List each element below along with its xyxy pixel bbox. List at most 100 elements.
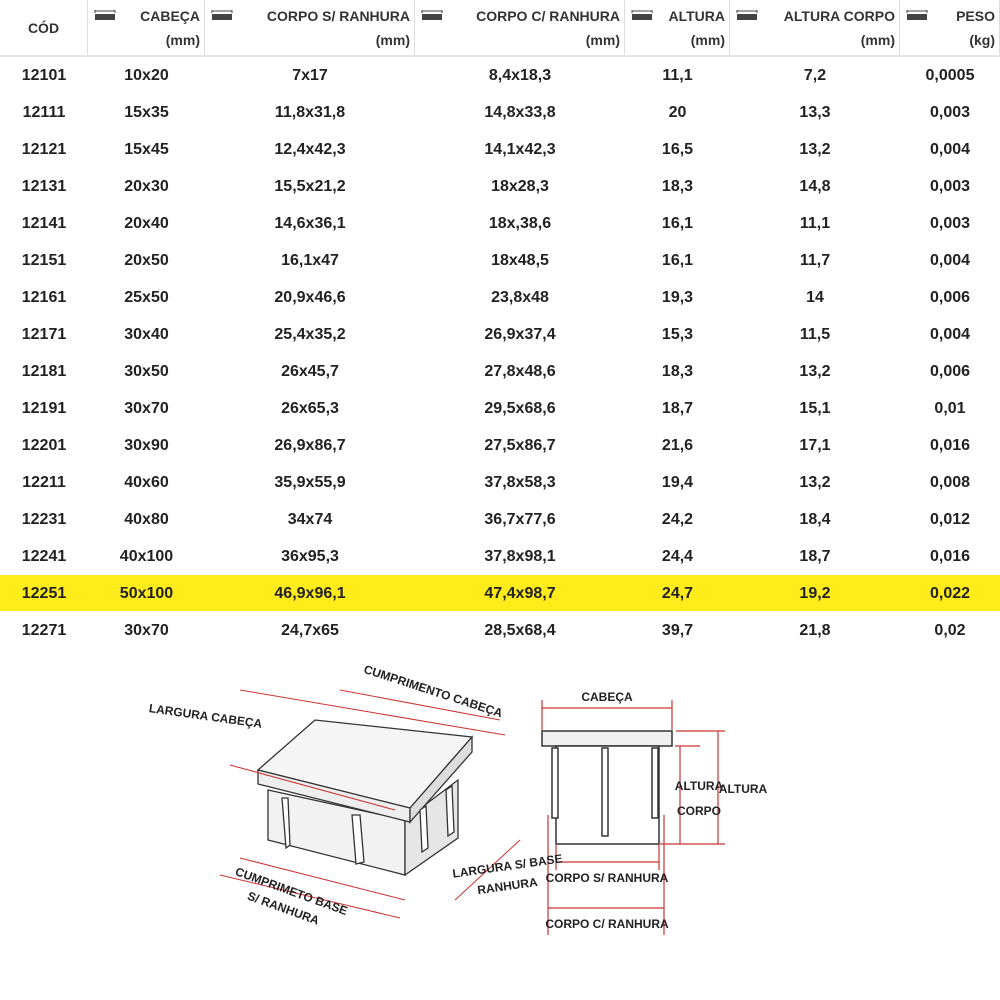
header-title: CABEÇA <box>140 8 200 24</box>
table-cell: 29,5x68,6 <box>484 400 556 417</box>
table-cell: 0,004 <box>929 326 971 343</box>
table-cell: 30x90 <box>124 437 169 454</box>
table-cell: 39,7 <box>661 622 694 639</box>
table-cell: 13,2 <box>799 141 831 158</box>
label: CORPO C/ RANHURA <box>545 917 669 931</box>
table-cell: 36,7x77,6 <box>484 511 556 528</box>
label: ALTURA <box>675 779 724 793</box>
label: RANHURA <box>476 875 538 897</box>
table-cell: 19,4 <box>661 474 694 491</box>
table-cell: 19,2 <box>799 585 831 602</box>
header-unit: (mm) <box>860 32 895 48</box>
ruler-icon <box>631 10 653 20</box>
table-cell: 40x60 <box>124 474 169 491</box>
column-header: PESO (kg) <box>900 0 1000 55</box>
header-title: PESO <box>956 8 995 24</box>
table-cell: 20x30 <box>124 178 169 195</box>
table-cell: 13,2 <box>799 474 831 491</box>
table-cell: 36x95,3 <box>281 548 339 565</box>
table-cell: 17,1 <box>799 437 831 454</box>
table-cell: 18,3 <box>661 178 694 195</box>
table-cell: 12251 <box>21 585 67 602</box>
header-unit: (mm) <box>585 32 620 48</box>
label: CUMPRIMENTO CABEÇA <box>362 662 505 720</box>
label: CORPO S/ RANHURA <box>546 871 669 885</box>
ruler-icon <box>421 10 443 20</box>
table-cell: 20x40 <box>124 215 169 232</box>
header-unit: (mm) <box>375 32 410 48</box>
table-cell: 12191 <box>21 400 67 417</box>
table-cell: 21,8 <box>799 622 831 639</box>
section-cap <box>541 730 673 845</box>
table-cell: 40x100 <box>119 548 174 565</box>
table-cell: 20x50 <box>124 252 169 269</box>
table-cell: 11,5 <box>799 326 831 343</box>
label: CABEÇA <box>581 690 633 704</box>
table-cell: 12211 <box>22 474 66 491</box>
label: CORPO <box>677 804 721 818</box>
table-cell: 11,7 <box>799 252 831 269</box>
table-cell: 27,5x86,7 <box>484 437 556 454</box>
table-cell: 14,8x33,8 <box>484 104 556 121</box>
table-cell: 40x80 <box>124 511 169 528</box>
table-cell: 12131 <box>21 178 67 195</box>
ruler-icon <box>94 10 116 20</box>
table-cell: 0,004 <box>929 141 971 158</box>
table-cell: 34x74 <box>287 511 333 528</box>
highlight-row <box>0 575 1000 611</box>
table-cell: 0,016 <box>929 548 971 565</box>
table-cell: 28,5x68,4 <box>484 622 556 639</box>
table-cell: 20,9x46,6 <box>274 289 346 306</box>
table-cell: 37,8x58,3 <box>484 474 556 491</box>
table-cell: 30x70 <box>124 622 169 639</box>
table-cell: 0,008 <box>929 474 971 491</box>
table-cell: 12241 <box>21 548 67 565</box>
table-cell: 30x40 <box>124 326 169 343</box>
table-cell: 14 <box>806 289 824 306</box>
table-cell: 12181 <box>21 363 67 380</box>
table-cell: 18,7 <box>661 400 694 417</box>
header-title: ALTURA <box>668 8 725 24</box>
table-cell: 0,022 <box>929 585 971 602</box>
table-cell: 15x45 <box>124 141 169 158</box>
table-cell: 12271 <box>21 622 67 639</box>
table-cell: 24,2 <box>661 511 694 528</box>
header-title: CORPO C/ RANHURA <box>476 8 620 24</box>
header-unit: (kg) <box>969 32 995 48</box>
table-cell: 21,6 <box>661 437 694 454</box>
table-cell: 16,1 <box>661 215 694 232</box>
table-cell: 26x65,3 <box>281 400 339 417</box>
section-dimension-lines <box>541 700 725 935</box>
table-cell: 12171 <box>21 326 67 343</box>
table-cell: 26,9x86,7 <box>274 437 346 454</box>
ruler-icon <box>906 10 928 20</box>
table-cell: 0,003 <box>929 215 971 232</box>
header-unit: (mm) <box>165 32 200 48</box>
table-cell: 35,9x55,9 <box>274 474 346 491</box>
column-header: CÓD <box>0 0 88 55</box>
header-unit: (mm) <box>690 32 725 48</box>
table-cell: 0,012 <box>929 511 971 528</box>
table-cell: 15x35 <box>124 104 169 121</box>
table-cell: 15,3 <box>661 326 694 343</box>
table-cell: 0,016 <box>929 437 971 454</box>
table-cell: 7,2 <box>803 67 827 84</box>
table-cell: 18,7 <box>799 548 831 565</box>
table-cell: 12111 <box>22 104 66 121</box>
table-cell: 14,1x42,3 <box>484 141 556 158</box>
table-cell: 26x45,7 <box>281 363 339 380</box>
table-cell: 24,4 <box>661 548 694 565</box>
table-cell: 0,004 <box>929 252 971 269</box>
column-header: CORPO S/ RANHURA (mm) <box>205 0 415 55</box>
table-cell: 12161 <box>21 289 67 306</box>
table-cell: 24,7x65 <box>281 622 339 639</box>
table-cell: 25x50 <box>124 289 169 306</box>
ruler-icon <box>211 10 233 20</box>
table-cell: 12121 <box>21 141 67 158</box>
label: ALTURA <box>719 782 768 796</box>
table-cell: 12151 <box>21 252 67 269</box>
table-cell: 0,01 <box>934 400 966 417</box>
column-header: ALTURA CORPO (mm) <box>730 0 900 55</box>
